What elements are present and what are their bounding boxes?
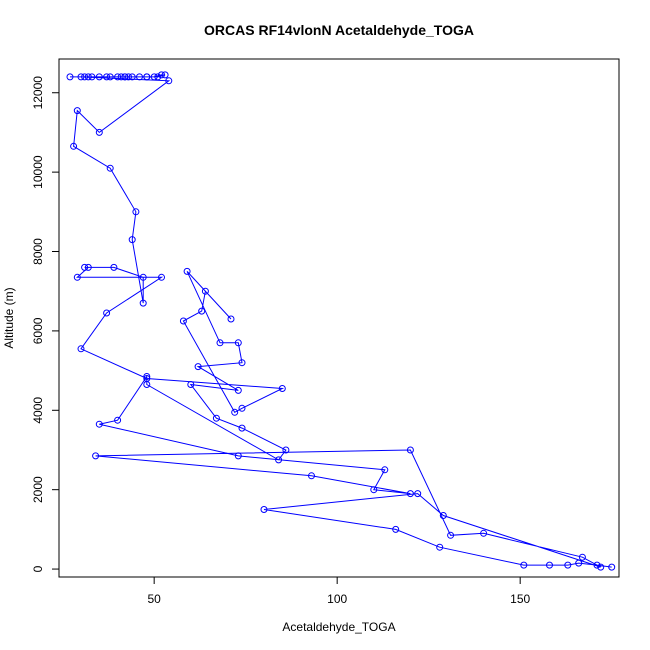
data-point (439, 512, 447, 519)
data-point (81, 73, 89, 81)
data-point (187, 381, 195, 388)
data-point (436, 543, 444, 551)
data-point (132, 208, 140, 216)
data-point (414, 490, 422, 498)
data-point (95, 128, 103, 136)
x-tick-label: 150 (510, 592, 530, 606)
data-point (84, 263, 92, 271)
data-point (95, 420, 103, 428)
data-point (564, 561, 572, 569)
series-line (70, 74, 612, 568)
data-point (212, 414, 220, 422)
x-tick-label: 100 (327, 592, 347, 606)
data-point (143, 373, 151, 380)
data-point (183, 267, 191, 275)
data-point (106, 73, 114, 81)
data-point (308, 472, 315, 480)
data-point (406, 446, 414, 454)
data-point (381, 466, 389, 474)
data-point (117, 73, 125, 81)
data-point (392, 525, 400, 533)
y-axis-label: Altitude (m) (2, 287, 16, 348)
data-point (95, 73, 103, 81)
data-point (81, 263, 89, 271)
data-point (114, 416, 122, 424)
data-point (70, 142, 78, 150)
data-point (278, 385, 286, 392)
data-point (158, 273, 165, 281)
data-point (114, 73, 122, 81)
data-point (139, 273, 147, 281)
data-point (125, 73, 132, 81)
data-point (158, 71, 165, 79)
data-point (73, 107, 81, 115)
data-point (597, 563, 605, 571)
data-point (282, 446, 290, 454)
data-point (578, 553, 586, 561)
data-point (106, 164, 114, 172)
x-axis-label: Acetaldehyde_TOGA (282, 620, 395, 634)
data-point (88, 73, 96, 81)
data-point (275, 456, 283, 464)
data-point (238, 359, 246, 367)
chart-title: ORCAS RF14vlonN Acetaldehyde_TOGA (204, 22, 474, 38)
y-tick-label: 0 (31, 565, 45, 572)
y-axis: 0 2000 4000 6000 8000 10000 12000 (31, 76, 60, 572)
data-point (370, 486, 378, 494)
data-point (260, 506, 268, 513)
plot-frame (58, 58, 620, 578)
data-point (66, 73, 74, 81)
data-point (128, 236, 136, 244)
data-point (128, 73, 136, 81)
data-point (143, 73, 151, 81)
data-point (103, 73, 111, 81)
data-point (593, 561, 601, 569)
data-point (201, 287, 209, 295)
data-point (238, 424, 246, 432)
y-tick-label: 6000 (31, 317, 45, 344)
y-tick-label: 12000 (31, 76, 45, 110)
data-point (520, 561, 528, 569)
data-point (92, 452, 100, 460)
data-point (121, 73, 129, 81)
data-point (84, 73, 92, 81)
data-point (136, 73, 143, 81)
data-point (161, 71, 169, 79)
data-point (165, 77, 173, 85)
data-point (150, 73, 158, 81)
data-point (575, 559, 583, 567)
data-point (198, 307, 206, 315)
y-tick-label: 8000 (31, 238, 45, 265)
data-point (608, 563, 616, 571)
data-point (234, 386, 242, 394)
y-tick-label: 10000 (31, 155, 45, 189)
data-point (77, 73, 85, 81)
data-point (139, 299, 147, 307)
data-point (103, 309, 111, 317)
data-point (546, 561, 553, 569)
data-point (238, 404, 246, 412)
y-tick-label: 4000 (31, 397, 45, 424)
data-point (179, 317, 187, 325)
data-point (143, 381, 151, 388)
data-point (73, 273, 81, 281)
data-point (216, 339, 224, 347)
data-point (447, 531, 455, 539)
data-point (480, 529, 488, 537)
data-point (234, 452, 242, 460)
data-point (234, 339, 242, 347)
x-axis: 50 100 150 (147, 576, 531, 606)
data-point (194, 363, 202, 371)
series-layer (66, 71, 616, 571)
data-point (227, 315, 235, 323)
x-tick-label: 50 (147, 592, 161, 606)
data-point (231, 408, 239, 416)
data-point (77, 345, 85, 353)
data-point (406, 490, 414, 498)
data-point (154, 73, 162, 81)
y-tick-label: 2000 (31, 476, 45, 503)
data-point (110, 263, 118, 271)
